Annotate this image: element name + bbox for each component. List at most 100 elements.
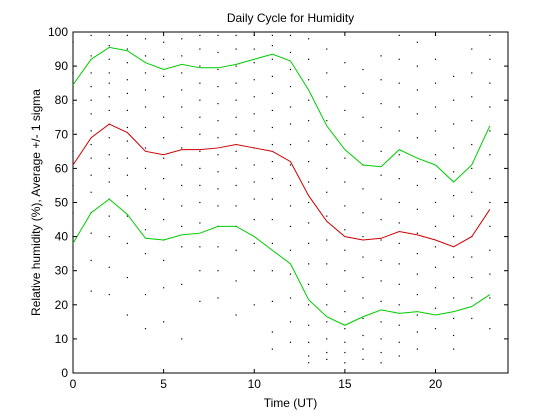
scatter-point-311 (434, 201, 437, 204)
scatter-point-204 (308, 283, 310, 285)
x-tick-label-20: 20 (429, 377, 443, 391)
scatter-point-121 (217, 154, 219, 156)
scatter-points (72, 34, 491, 364)
scatter-point-57 (144, 38, 147, 40)
scatter-point-16 (90, 130, 92, 132)
scatter-point-271 (380, 351, 382, 354)
x-tick-label-0: 0 (70, 377, 77, 391)
scatter-point-173 (271, 300, 273, 302)
scatter-point-130 (235, 48, 237, 50)
scatter-point-339 (471, 215, 473, 217)
scatter-point-208 (308, 355, 310, 357)
series-lines (72, 46, 491, 326)
scatter-point-222 (326, 321, 328, 323)
scatter-point-298 (416, 253, 418, 255)
scatter-point-183 (289, 164, 292, 166)
scatter-point-163 (271, 92, 273, 94)
scatter-point-215 (326, 167, 328, 169)
scatter-point-293 (416, 137, 418, 139)
scatter-point-317 (434, 328, 437, 330)
scatter-point-327 (453, 276, 455, 279)
scatter-point-171 (271, 242, 273, 245)
scatter-point-242 (362, 68, 364, 71)
y-tick-label-30: 30 (55, 264, 69, 278)
scatter-point-263 (380, 198, 382, 200)
scatter-point-328 (453, 297, 455, 299)
scatter-point-238 (344, 328, 346, 330)
scatter-point-324 (453, 215, 455, 217)
scatter-point-282 (398, 242, 400, 245)
scatter-point-122 (217, 171, 219, 173)
scatter-point-223 (326, 338, 328, 340)
scatter-point-198 (308, 160, 310, 163)
scatter-point-149 (253, 113, 255, 115)
scatter-point-239 (344, 341, 346, 343)
y-tick-label-50: 50 (55, 196, 69, 210)
scatter-point-165 (271, 126, 273, 129)
scatter-point-35 (108, 167, 110, 169)
scatter-point-192 (308, 38, 310, 40)
scatter-point-318 (453, 75, 455, 77)
scatter-point-33 (108, 137, 110, 139)
scatter-point-187 (289, 249, 292, 251)
scatter-point-191 (289, 341, 292, 343)
scatter-point-105 (199, 133, 201, 135)
scatter-point-161 (271, 58, 273, 60)
scatter-point-115 (217, 51, 219, 54)
scatter-point-225 (326, 358, 328, 360)
scatter-point-181 (289, 123, 292, 125)
scatter-point-221 (326, 304, 328, 306)
scatter-point-194 (308, 79, 310, 81)
scatter-point-188 (289, 273, 292, 275)
scatter-point-96 (181, 246, 183, 248)
scatter-point-255 (362, 348, 364, 350)
scatter-point-148 (253, 96, 255, 98)
scatter-point-30 (108, 96, 110, 98)
scatter-point-234 (344, 249, 346, 251)
scatter-point-352 (489, 201, 491, 204)
scatter-point-218 (326, 239, 328, 241)
scatter-point-258 (380, 79, 382, 81)
scatter-point-267 (380, 280, 382, 282)
scatter-point-71 (163, 41, 165, 43)
scatter-point-150 (253, 130, 255, 132)
scatter-point-315 (434, 287, 437, 289)
scatter-point-42 (126, 34, 128, 37)
scatter-point-268 (380, 300, 382, 302)
scatter-point-250 (362, 256, 364, 258)
scatter-point-240 (344, 351, 346, 354)
scatter-point-335 (471, 120, 473, 122)
x-tick-label-15: 15 (338, 377, 352, 391)
scatter-point-48 (126, 126, 128, 129)
scatter-point-89 (181, 106, 183, 108)
scatter-point-233 (344, 229, 346, 231)
scatter-point-276 (398, 106, 400, 108)
scatter-point-236 (344, 290, 346, 292)
scatter-point-201 (308, 222, 310, 224)
scatter-point-58 (144, 55, 147, 57)
scatter-point-177 (289, 51, 292, 54)
scatter-point-343 (471, 297, 473, 299)
scatter-point-278 (398, 154, 400, 156)
scatter-point-78 (163, 178, 165, 180)
scatter-point-331 (453, 348, 455, 350)
scatter-point-93 (181, 184, 183, 187)
scatter-point-320 (453, 123, 455, 125)
scatter-point-139 (235, 205, 237, 207)
scatter-point-243 (362, 92, 364, 94)
scatter-point-351 (489, 178, 491, 180)
scatter-point-245 (362, 140, 364, 142)
scatter-point-52 (126, 195, 128, 197)
scatter-point-332 (471, 48, 473, 50)
scatter-point-160 (271, 45, 273, 47)
scatter-point-190 (289, 321, 292, 323)
scatter-point-104 (199, 116, 201, 118)
scatter-point-220 (326, 283, 328, 285)
scatter-point-110 (199, 222, 201, 224)
scatter-point-108 (199, 184, 201, 187)
scatter-point-227 (344, 85, 346, 88)
scatter-point-350 (489, 154, 491, 156)
scatter-point-167 (271, 160, 273, 163)
scatter-point-314 (434, 266, 437, 268)
scatter-point-235 (344, 270, 346, 272)
